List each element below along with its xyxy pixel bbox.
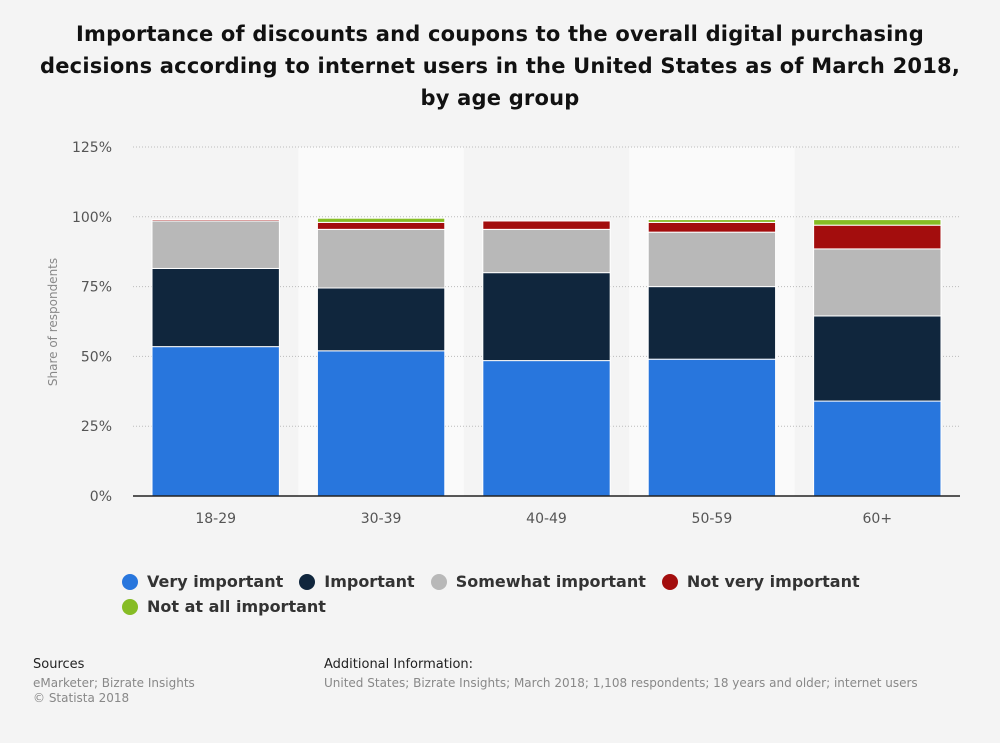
additional-info-heading: Additional Information: (324, 657, 474, 672)
bar-30-39-important[interactable] (316, 287, 446, 352)
bar-40-49-somewhat-important[interactable] (482, 228, 611, 274)
bar-40-49-not-very-important[interactable] (482, 220, 611, 230)
bar-18-29-important[interactable] (151, 267, 280, 348)
x-tick-label: 40-49 (526, 511, 567, 527)
legend-swatch (299, 573, 316, 590)
bar-60+-not-at-all-important[interactable] (813, 219, 942, 226)
legend-swatch (430, 573, 447, 590)
bar-50-59-not-very-important[interactable] (647, 221, 777, 233)
legend-label: Not at all important (147, 597, 326, 616)
legend-item[interactable]: Not very important (661, 571, 860, 592)
legend-swatch (122, 573, 138, 590)
y-tick-label: 100% (72, 210, 112, 226)
y-tick-label: 125% (72, 140, 112, 156)
x-tick-label: 30-39 (361, 511, 402, 527)
bar-50-59-not-at-all-important[interactable] (647, 219, 777, 223)
legend-label: Important (324, 572, 415, 591)
bar-60+-not-very-important[interactable] (813, 224, 942, 250)
bar-50-59-very-important[interactable] (647, 358, 777, 497)
y-tick-label: 50% (81, 349, 112, 365)
legend: Very important Important Somewhat importan… (122, 571, 922, 617)
bar-60+-important[interactable] (813, 315, 942, 402)
bar-40-49-very-important[interactable] (482, 360, 611, 497)
y-tick-label: 75% (81, 280, 112, 296)
legend-item[interactable]: Very important (122, 571, 283, 592)
legend-item[interactable]: Somewhat important (430, 571, 646, 592)
y-tick-label: 25% (81, 419, 112, 435)
bar-30-39-not-at-all-important[interactable] (316, 217, 446, 223)
bar-stacks (151, 217, 942, 497)
additional-info-text: United States; Bizrate Insights; March 2… (324, 676, 918, 690)
bar-30-39-not-very-important[interactable] (316, 221, 446, 230)
chart-title: Importance of discounts and coupons to t… (40, 22, 961, 110)
y-tick-labels: 0% 25% 50% 75% 100% 125% (72, 140, 112, 505)
x-tick-label: 50-59 (692, 511, 733, 527)
legend-label: Not very important (686, 572, 860, 591)
bar-18-29-not-very-important[interactable] (151, 219, 280, 222)
bar-50-59-important[interactable] (647, 286, 777, 360)
sources-heading: Sources (33, 657, 85, 672)
bar-60+-very-important[interactable] (813, 400, 942, 497)
bar-50-59-somewhat-important[interactable] (647, 231, 777, 288)
x-tick-labels: 18-29 30-39 40-49 50-59 60+ (195, 511, 892, 527)
bar-30-39-very-important[interactable] (316, 350, 446, 497)
y-axis-label: Share of respondents (46, 258, 60, 386)
bar-30-39-somewhat-important[interactable] (316, 228, 446, 289)
copyright-text: © Statista 2018 (33, 691, 130, 705)
bar-18-29-somewhat-important[interactable] (151, 220, 280, 269)
sources-text: eMarketer; Bizrate Insights (33, 676, 195, 690)
x-tick-label: 60+ (863, 511, 893, 527)
legend-item[interactable]: Not at all important (122, 596, 326, 617)
x-tick-label: 18-29 (195, 511, 236, 527)
legend-item[interactable]: Important (299, 571, 415, 592)
legend-swatch (661, 573, 678, 590)
bar-40-49-important[interactable] (482, 272, 611, 362)
legend-label: Very important (147, 572, 284, 591)
bar-60+-somewhat-important[interactable] (813, 248, 942, 317)
legend-swatch (122, 598, 138, 615)
y-tick-label: 0% (90, 489, 112, 505)
bar-18-29-very-important[interactable] (151, 346, 280, 497)
legend-label: Somewhat important (455, 572, 646, 591)
